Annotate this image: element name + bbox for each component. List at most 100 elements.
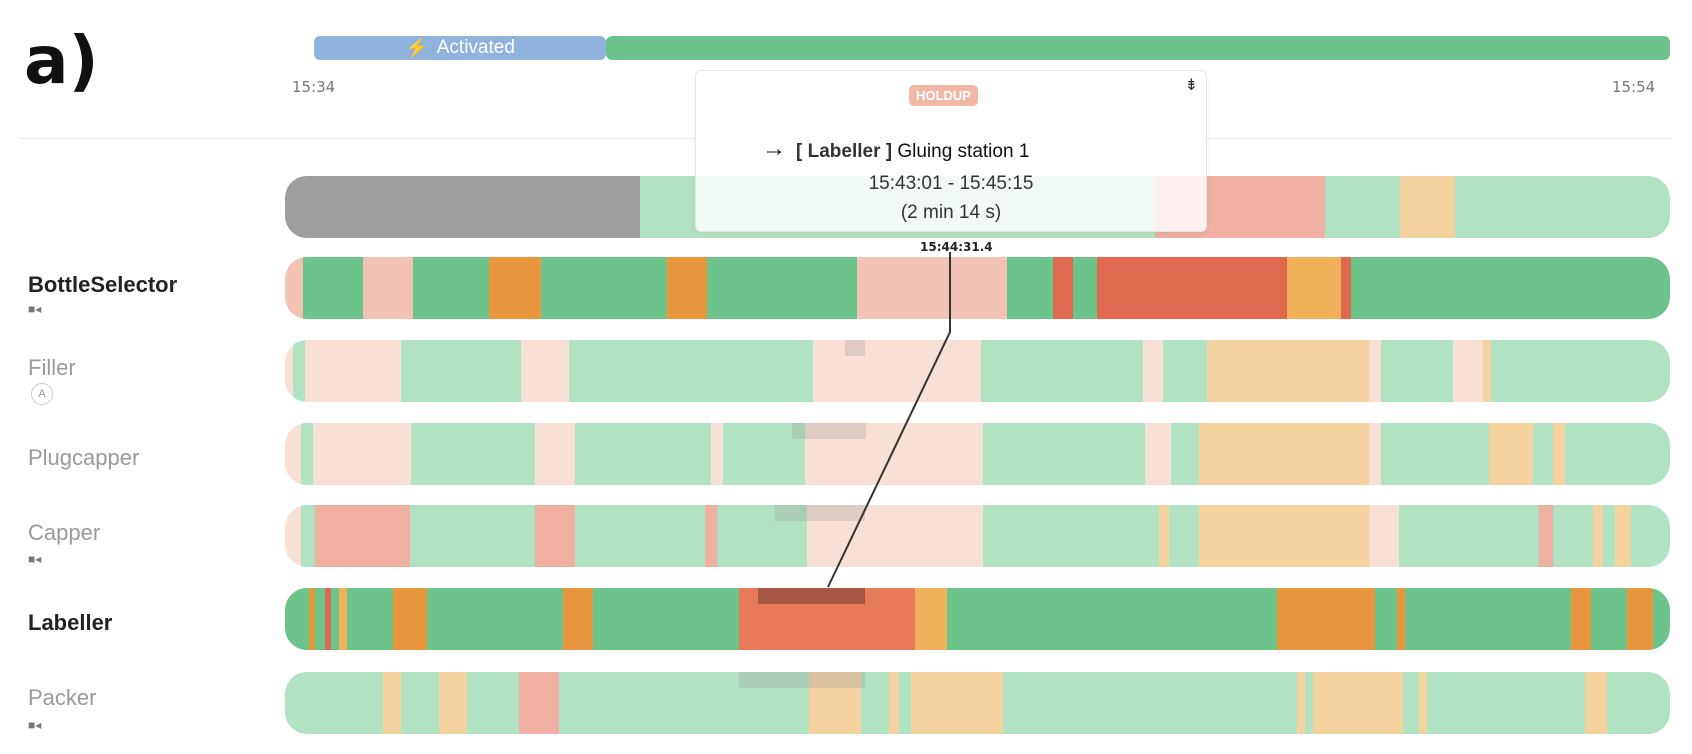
running-bar[interactable] bbox=[606, 36, 1670, 60]
segment-blocked bbox=[1539, 505, 1553, 567]
segment-warning bbox=[489, 257, 541, 319]
segment-running-light bbox=[1565, 423, 1670, 485]
segment-fault bbox=[1097, 257, 1287, 319]
selection-highlight bbox=[775, 505, 865, 521]
timeline-track-packer[interactable] bbox=[285, 672, 1670, 734]
segment-running-light bbox=[410, 505, 535, 567]
station-tag: [ Labeller ] bbox=[796, 141, 893, 162]
segment-warning-light bbox=[1553, 423, 1565, 485]
timeline-track-bottleselector[interactable] bbox=[285, 257, 1670, 319]
segment-running-light bbox=[723, 423, 805, 485]
segment-holdup-light bbox=[1369, 423, 1381, 485]
segment-running-light bbox=[861, 672, 889, 734]
segment-running-light bbox=[1603, 505, 1615, 567]
segment-running-light bbox=[1381, 423, 1489, 485]
timeline-track-capper[interactable] bbox=[285, 505, 1670, 567]
segment-running bbox=[347, 588, 393, 650]
segment-blocked bbox=[519, 672, 559, 734]
segment-running bbox=[1653, 588, 1670, 650]
station-line: [ Labeller ] Gluing station 1 bbox=[796, 141, 1029, 163]
segment-running-light bbox=[301, 423, 313, 485]
camera-icon: ■◂ bbox=[28, 302, 42, 316]
holdup-badge: HOLDUP bbox=[909, 85, 978, 106]
segment-running-light bbox=[1403, 672, 1419, 734]
segment-warning bbox=[339, 588, 347, 650]
bolt-icon: ⚡ bbox=[405, 38, 429, 59]
segment-fault bbox=[325, 588, 331, 650]
segment-running-light bbox=[1305, 672, 1313, 734]
segment-running-light bbox=[717, 505, 807, 567]
timeline-track-plugcapper[interactable] bbox=[285, 423, 1670, 485]
activated-bar[interactable]: ⚡ Activated bbox=[314, 36, 606, 60]
segment-holdup-light bbox=[521, 340, 569, 402]
segment-holdup-light bbox=[535, 423, 575, 485]
selection-highlight bbox=[739, 672, 865, 688]
segment-warning-light bbox=[1199, 423, 1369, 485]
segment-idle bbox=[285, 176, 640, 238]
segment-holdup-light bbox=[711, 423, 723, 485]
row-label-capper: Capper bbox=[28, 520, 101, 545]
segment-running bbox=[541, 257, 667, 319]
segment-warning bbox=[393, 588, 427, 650]
segment-warning bbox=[563, 588, 593, 650]
arrow-right-icon: → bbox=[762, 135, 786, 162]
row-label-filler: Filler bbox=[28, 355, 76, 380]
segment-running bbox=[1073, 257, 1097, 319]
segment-holdup-light bbox=[305, 340, 401, 402]
selection-highlight bbox=[845, 340, 865, 356]
segment-running bbox=[315, 588, 325, 650]
segment-holdup-light bbox=[1453, 340, 1483, 402]
segment-running-light bbox=[1553, 505, 1593, 567]
segment-holdup-light bbox=[1369, 505, 1399, 567]
segment-running-light bbox=[401, 672, 439, 734]
segment-running-light bbox=[1427, 672, 1585, 734]
segment-fault bbox=[1053, 257, 1073, 319]
segment-running-light bbox=[301, 505, 315, 567]
segment-holdup-light bbox=[285, 423, 301, 485]
segment-running-light bbox=[981, 340, 1143, 402]
segment-running-light bbox=[1533, 423, 1553, 485]
segment-running-light bbox=[1325, 176, 1400, 238]
segment-running bbox=[1405, 588, 1571, 650]
segment-holdup bbox=[857, 257, 1007, 319]
time-range: 15:43:01 - 15:45:15 bbox=[868, 173, 1034, 194]
segment-running-light bbox=[575, 423, 711, 485]
segment-running bbox=[947, 588, 1277, 650]
segment-warning-light bbox=[911, 672, 1003, 734]
event-tooltip: HOLDUP ⇟ → [ Labeller ] Gluing station 1… bbox=[695, 70, 1207, 232]
segment-running bbox=[331, 588, 339, 650]
segment-warning-light bbox=[889, 672, 899, 734]
pin-icon[interactable]: ⇟ bbox=[1184, 77, 1198, 94]
segment-running-light bbox=[575, 505, 705, 567]
segment-running-light bbox=[467, 672, 519, 734]
segment-holdup-light bbox=[1145, 423, 1171, 485]
segment-running-light bbox=[1169, 505, 1199, 567]
segment-blocked bbox=[315, 505, 410, 567]
segment-running bbox=[1591, 588, 1627, 650]
segment-running-light bbox=[1631, 505, 1670, 567]
segment-warning-light bbox=[1400, 176, 1455, 238]
segment-warning bbox=[1287, 257, 1341, 319]
segment-running bbox=[593, 588, 739, 650]
segment-running-light bbox=[899, 672, 911, 734]
row-label-plugcapper: Plugcapper bbox=[28, 445, 140, 470]
segment-warning-light bbox=[1483, 340, 1491, 402]
segment-warning bbox=[667, 257, 707, 319]
segment-running bbox=[1351, 257, 1670, 319]
timeline-track-filler[interactable] bbox=[285, 340, 1670, 402]
segment-warning-light bbox=[1199, 505, 1369, 567]
segment-warning bbox=[1571, 588, 1591, 650]
cursor-time: 15:44:31.4 bbox=[920, 240, 993, 254]
panel-label: a) bbox=[24, 22, 99, 99]
camera-icon: ■◂ bbox=[28, 552, 42, 566]
segment-warning bbox=[1277, 588, 1375, 650]
segment-running-light bbox=[293, 340, 305, 402]
segment-running-light bbox=[569, 340, 813, 402]
segment-warning-light bbox=[1207, 340, 1369, 402]
segment-running-light bbox=[285, 672, 383, 734]
segment-warning bbox=[915, 588, 947, 650]
segment-warning-light bbox=[1489, 423, 1533, 485]
segment-warning-light bbox=[1585, 672, 1607, 734]
segment-blocked bbox=[535, 505, 575, 567]
